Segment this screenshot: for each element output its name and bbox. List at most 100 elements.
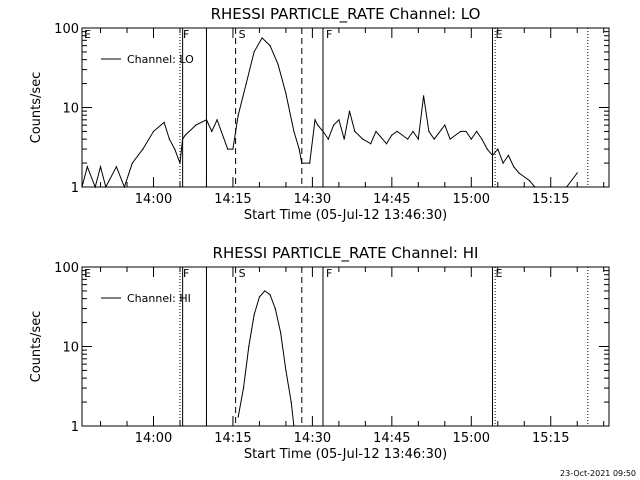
data-point: [385, 143, 388, 145]
x-axis-label: Start Time (05-Jul-12 13:46:30): [244, 447, 447, 462]
data-point: [237, 416, 239, 418]
data-point: [293, 425, 295, 427]
data-point: [475, 130, 478, 133]
data-point: [264, 290, 266, 292]
data-point: [277, 63, 279, 65]
data-point: [391, 134, 393, 136]
plot-frame: [81, 266, 610, 427]
data-point: [309, 162, 311, 164]
x-tick-label: 14:00: [135, 192, 172, 207]
data-point: [168, 138, 170, 140]
data-point: [261, 37, 263, 39]
data-point: [301, 162, 303, 164]
marker-label-e: E: [495, 267, 502, 280]
chart-panel-1: RHESSI PARTICLE_RATE Channel: LO 1 10 100 14…: [29, 5, 610, 223]
data-point: [444, 124, 446, 126]
y-tick-label: 1: [71, 420, 79, 435]
data-point: [332, 124, 335, 126]
data-point: [242, 387, 245, 389]
data-point: [491, 154, 494, 156]
data-point: [142, 148, 144, 150]
y-axis-label: Counts/sec: [29, 311, 44, 383]
data-point: [465, 130, 467, 133]
marker-label-e: E: [495, 28, 502, 41]
data-point: [497, 148, 499, 150]
data-point: [269, 293, 271, 296]
y-tick-label: 1: [71, 181, 79, 196]
legend-label: Channel: HI: [127, 292, 191, 305]
data-point: [94, 186, 96, 188]
data-point: [115, 166, 118, 168]
x-tick-label: 14:00: [135, 431, 172, 446]
marker-label-s: S: [239, 28, 246, 41]
data-point: [105, 186, 107, 188]
x-tick-label: 14:15: [214, 192, 251, 207]
y-tick-label: 10: [62, 102, 79, 117]
data-point: [232, 148, 234, 150]
x-tick-label: 15:15: [532, 192, 569, 207]
data-point: [216, 119, 218, 121]
data-point: [205, 119, 208, 121]
x-tick-label: 14:30: [294, 192, 331, 207]
data-point: [285, 369, 287, 372]
data-point: [290, 401, 292, 403]
data-point: [131, 162, 133, 164]
data-point: [566, 186, 568, 188]
data-point: [576, 172, 578, 174]
data-point: [407, 138, 409, 140]
data-point: [417, 138, 419, 140]
data-point: [343, 138, 345, 140]
data-point: [507, 154, 509, 156]
x-tick-label: 14:15: [214, 431, 251, 446]
data-point: [338, 119, 340, 121]
data-point: [227, 148, 229, 150]
x-tick-label: 14:45: [373, 192, 410, 207]
data-point: [550, 186, 552, 188]
data-point: [195, 124, 197, 126]
data-point: [486, 148, 488, 150]
data-point: [81, 186, 83, 188]
marker-label-e: E: [84, 267, 91, 280]
data-point: [274, 307, 276, 310]
marker-label-e: E: [84, 28, 91, 41]
data-point: [412, 130, 414, 133]
data-point: [348, 110, 351, 112]
legend-label: Channel: LO: [127, 53, 194, 66]
data-point: [354, 130, 356, 133]
data-point: [237, 114, 239, 116]
y-tick-label: 10: [62, 341, 79, 356]
x-tick-label: 15:15: [532, 431, 569, 446]
chart-title: RHESSI PARTICLE_RATE Channel: LO: [211, 5, 481, 24]
data-point: [502, 162, 504, 164]
data-point: [428, 130, 430, 133]
data-point: [152, 130, 155, 133]
chart-title: RHESSI PARTICLE_RATE Channel: HI: [213, 244, 479, 263]
data-point: [182, 138, 184, 140]
data-point: [317, 124, 319, 126]
data-point: [327, 138, 329, 140]
data-point: [518, 172, 520, 174]
data-point: [211, 130, 213, 133]
y-tick-label: 100: [54, 261, 79, 276]
data-point: [248, 345, 250, 348]
chart-panel-2: RHESSI PARTICLE_RATE Channel: HI 1 10 100 14…: [29, 244, 610, 462]
data-point: [370, 143, 372, 145]
x-tick-label: 14:30: [294, 431, 331, 446]
marker-label-f: F: [326, 267, 332, 280]
data-point: [293, 130, 295, 133]
data-point: [513, 166, 515, 168]
data-point: [528, 180, 531, 182]
x-tick-label: 15:00: [453, 431, 490, 446]
data-point: [481, 138, 483, 140]
series-line: [237, 290, 295, 427]
data-point: [163, 121, 165, 123]
data-point: [123, 186, 125, 188]
data-point: [253, 51, 255, 53]
data-point: [280, 331, 282, 334]
data-point: [184, 134, 186, 136]
data-point: [245, 82, 247, 85]
data-point: [314, 119, 316, 121]
data-point: [433, 138, 435, 140]
data-point: [258, 296, 261, 298]
data-point: [174, 148, 176, 150]
